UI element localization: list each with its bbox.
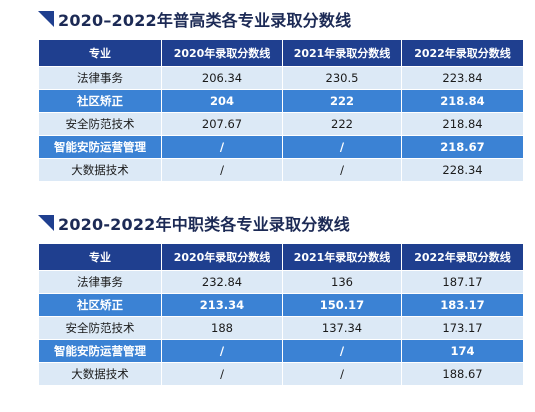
cell-2020: 204	[161, 89, 283, 113]
cell-2020: 232.84	[161, 270, 283, 294]
table-row: 智能安防运营管理 / / 174	[38, 339, 524, 363]
cell-major: 大数据技术	[38, 158, 162, 182]
table-row: 法律事务 206.34 230.5 223.84	[38, 66, 524, 90]
cell-2022: 183.17	[401, 293, 524, 317]
cell-major: 社区矫正	[38, 293, 162, 317]
cell-2021: 222	[282, 112, 402, 136]
table-row: 安全防范技术 188 137.34 173.17	[38, 316, 524, 340]
section-heading: 2020-2022年中职类各专业录取分数线	[38, 210, 523, 236]
column-header-2020: 2020年录取分数线	[161, 243, 283, 271]
cell-2021: 150.17	[282, 293, 402, 317]
cell-major: 大数据技术	[38, 362, 162, 386]
cell-2022: 173.17	[401, 316, 524, 340]
cell-2021: 137.34	[282, 316, 402, 340]
cell-2021: /	[282, 135, 402, 159]
cell-2022: 223.84	[401, 66, 524, 90]
cell-2020: 206.34	[161, 66, 283, 90]
section-title: 2020–2022年普高类各专业录取分数线	[58, 11, 352, 30]
table-row: 智能安防运营管理 / / 218.67	[38, 135, 524, 159]
cell-2021: /	[282, 158, 402, 182]
score-table: 专业 2020年录取分数线 2021年录取分数线 2022年录取分数线 法律事务…	[38, 243, 524, 386]
cell-major: 安全防范技术	[38, 316, 162, 340]
column-header-major: 专业	[38, 243, 162, 271]
column-header-major: 专业	[38, 39, 162, 67]
table-header-row: 专业 2020年录取分数线 2021年录取分数线 2022年录取分数线	[38, 243, 524, 271]
table-header-row: 专业 2020年录取分数线 2021年录取分数线 2022年录取分数线	[38, 39, 524, 67]
column-header-2021: 2021年录取分数线	[282, 39, 402, 67]
cell-2022: 218.67	[401, 135, 524, 159]
triangle-marker-icon	[38, 11, 54, 27]
cell-major: 法律事务	[38, 66, 162, 90]
column-header-2021: 2021年录取分数线	[282, 243, 402, 271]
cell-major: 智能安防运营管理	[38, 339, 162, 363]
cell-2022: 188.67	[401, 362, 524, 386]
section-title: 2020-2022年中职类各专业录取分数线	[58, 215, 350, 234]
cell-2021: 136	[282, 270, 402, 294]
cell-2020: 188	[161, 316, 283, 340]
table-row: 社区矫正 204 222 218.84	[38, 89, 524, 113]
section-vocational-school: 2020-2022年中职类各专业录取分数线 专业 2020年录取分数线 2021…	[38, 210, 524, 386]
table-row: 社区矫正 213.34 150.17 183.17	[38, 293, 524, 317]
cell-2022: 228.34	[401, 158, 524, 182]
cell-2020: /	[161, 339, 283, 363]
cell-2020: /	[161, 135, 283, 159]
table-row: 大数据技术 / / 188.67	[38, 362, 524, 386]
column-header-2020: 2020年录取分数线	[161, 39, 283, 67]
cell-2022: 174	[401, 339, 524, 363]
cell-2021: 222	[282, 89, 402, 113]
triangle-marker-icon	[38, 215, 54, 231]
cell-2020: /	[161, 158, 283, 182]
cell-major: 智能安防运营管理	[38, 135, 162, 159]
cell-2020: 213.34	[161, 293, 283, 317]
cell-2022: 187.17	[401, 270, 524, 294]
score-table: 专业 2020年录取分数线 2021年录取分数线 2022年录取分数线 法律事务…	[38, 39, 524, 182]
cell-2021: /	[282, 362, 402, 386]
cell-2022: 218.84	[401, 89, 524, 113]
cell-major: 安全防范技术	[38, 112, 162, 136]
cell-2020: 207.67	[161, 112, 283, 136]
cell-2022: 218.84	[401, 112, 524, 136]
table-row: 大数据技术 / / 228.34	[38, 158, 524, 182]
section-heading: 2020–2022年普高类各专业录取分数线	[38, 6, 523, 32]
cell-major: 社区矫正	[38, 89, 162, 113]
table-row: 法律事务 232.84 136 187.17	[38, 270, 524, 294]
cell-2021: /	[282, 339, 402, 363]
column-header-2022: 2022年录取分数线	[401, 243, 524, 271]
cell-2021: 230.5	[282, 66, 402, 90]
section-general-high-school: 2020–2022年普高类各专业录取分数线 专业 2020年录取分数线 2021…	[38, 6, 524, 182]
table-row: 安全防范技术 207.67 222 218.84	[38, 112, 524, 136]
column-header-2022: 2022年录取分数线	[401, 39, 524, 67]
cell-2020: /	[161, 362, 283, 386]
cell-major: 法律事务	[38, 270, 162, 294]
